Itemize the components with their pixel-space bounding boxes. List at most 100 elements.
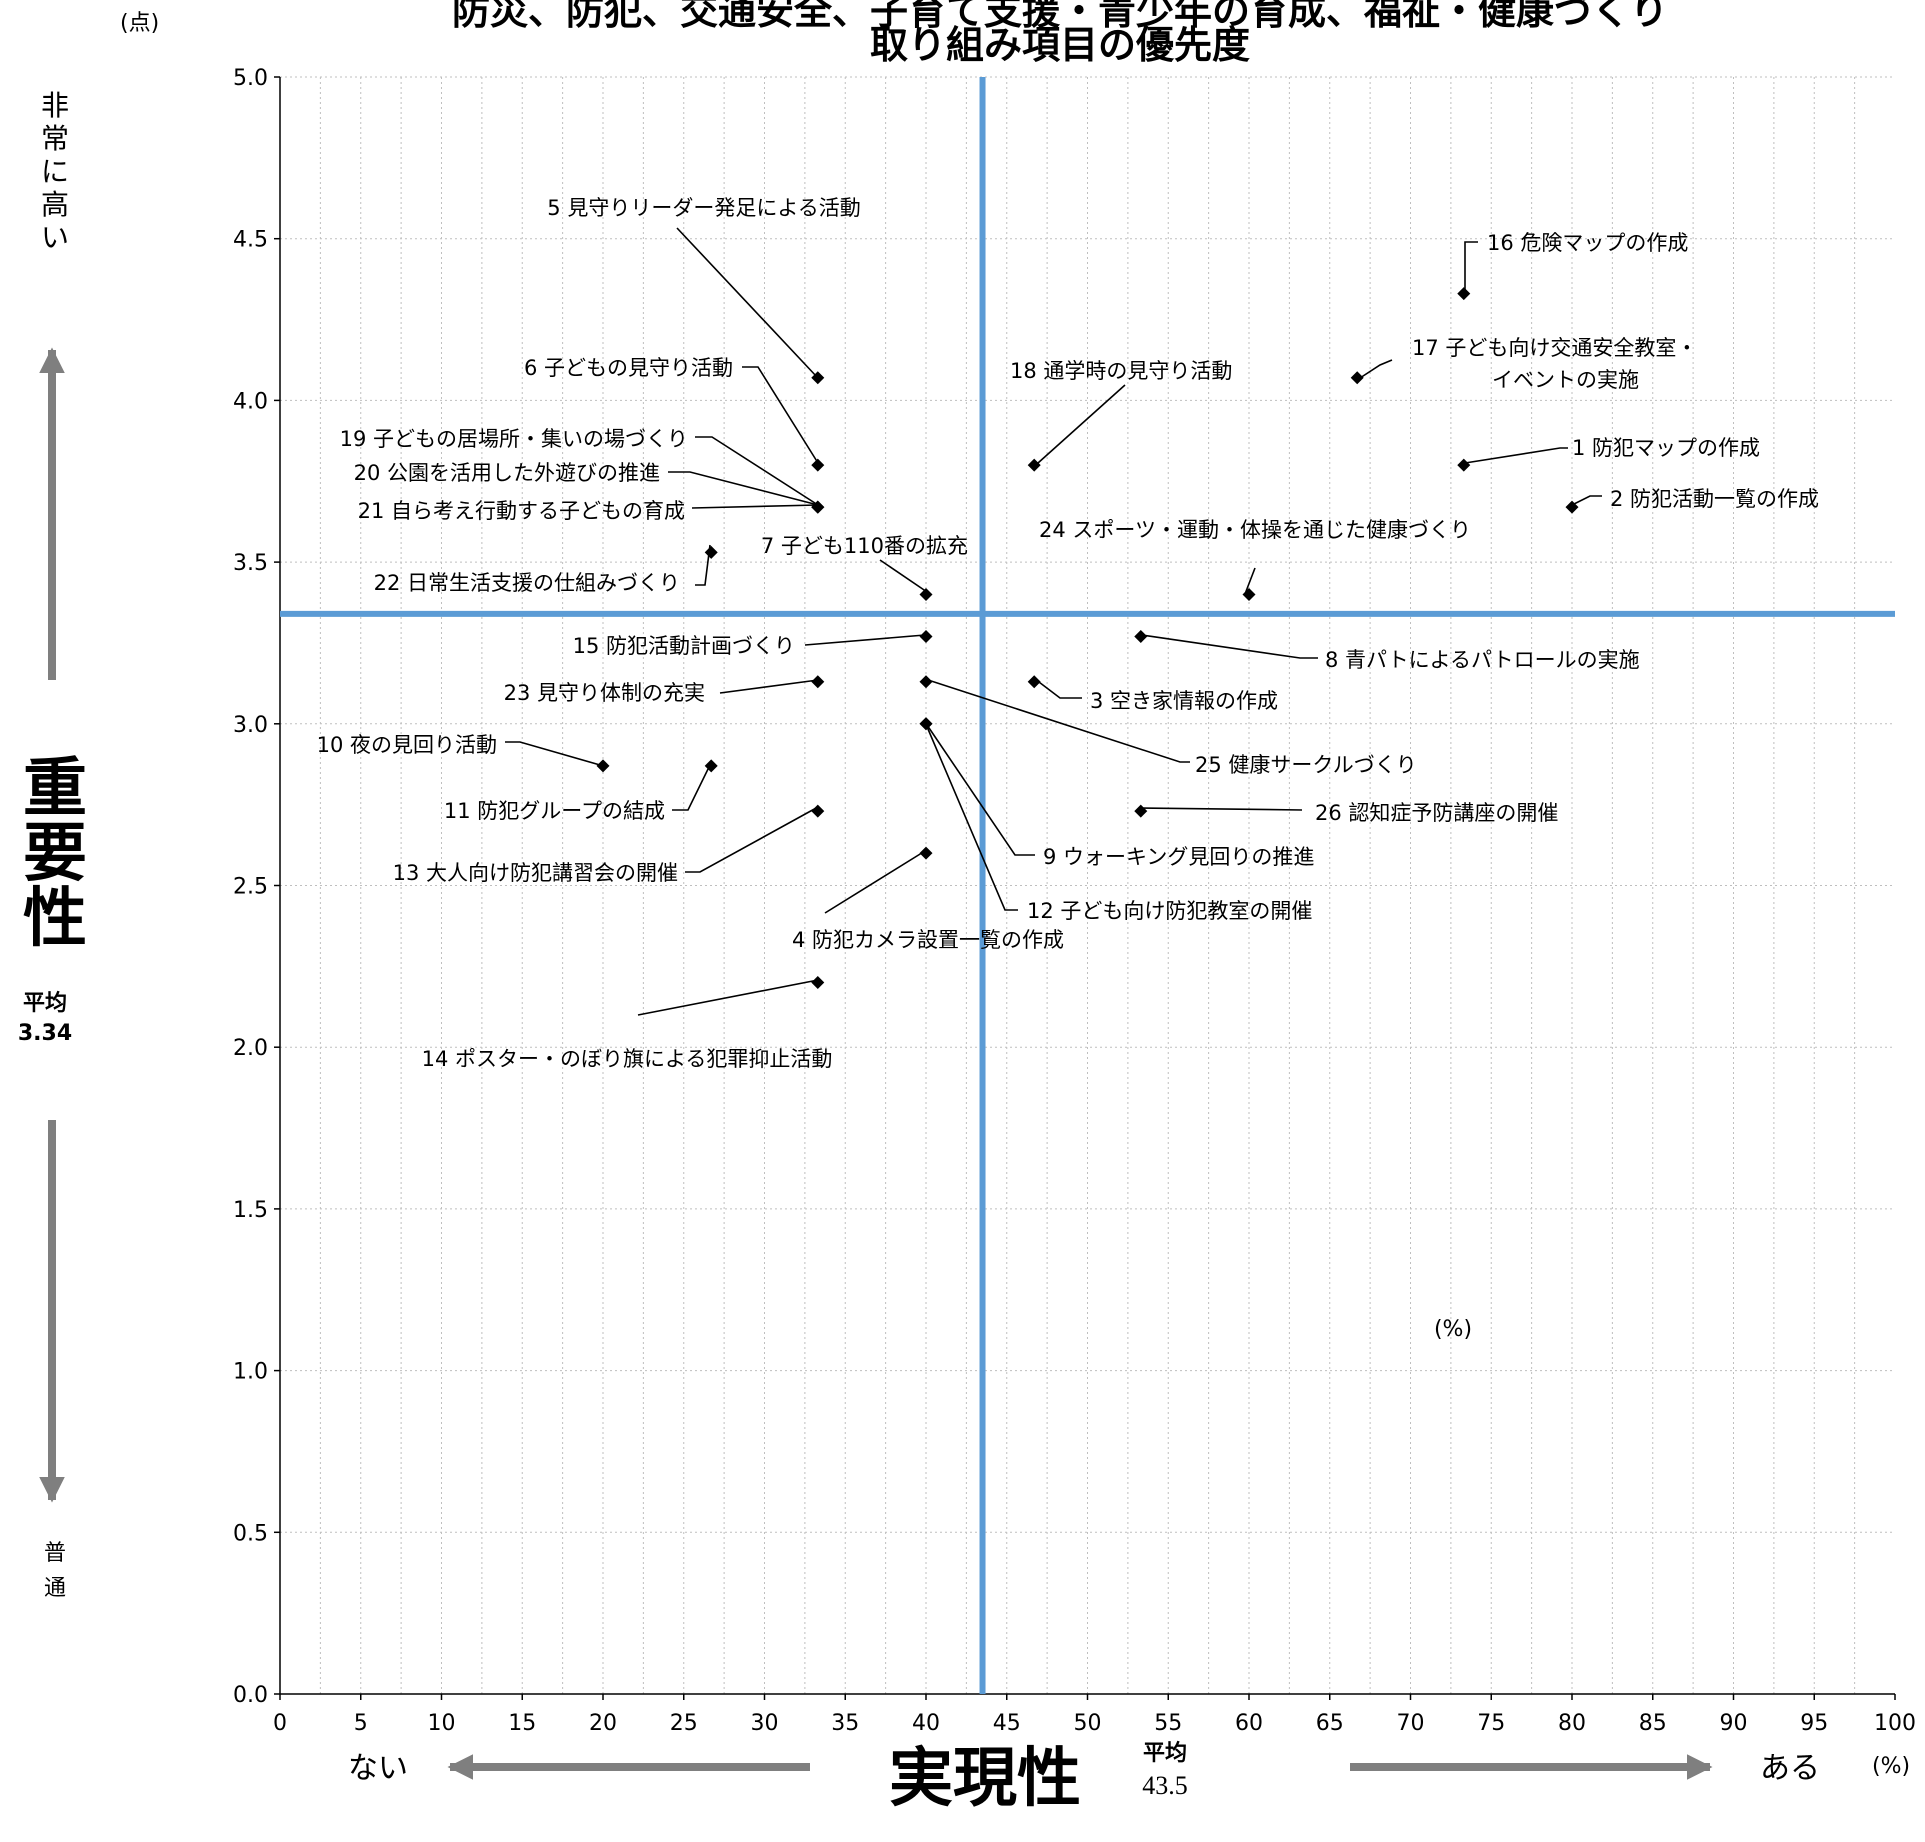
y-unit-label: (点): [120, 11, 159, 36]
data-point-marker: [811, 976, 825, 990]
x-tick-label: 45: [993, 1711, 1021, 1736]
x-tick-label: 95: [1800, 1711, 1828, 1736]
x-tick-label: 15: [508, 1711, 536, 1736]
data-point-marker: [811, 500, 825, 514]
data-point-marker: [1565, 500, 1579, 514]
y-high-char-1: 非: [41, 89, 69, 122]
leader-lines: [505, 227, 1602, 1016]
point-label: 4 防犯カメラ設置一覧の作成: [792, 928, 1064, 952]
point-label: 1 防犯マップの作成: [1572, 436, 1760, 460]
leader-line: [1359, 359, 1393, 379]
y-tick-label: 2.5: [233, 875, 268, 900]
chart-title-line-1: 防災、防犯、交通安全、子育て支援・青少年の育成、福祉・健康づくり: [452, 0, 1668, 33]
y-tick-label: 3.0: [233, 713, 268, 738]
data-point-marker: [811, 675, 825, 689]
y-high-char-5: い: [41, 221, 69, 254]
point-label: 6 子どもの見守り活動: [524, 356, 733, 380]
leader-line: [685, 806, 819, 873]
data-point-marker: [704, 759, 718, 773]
data-point-marker: [919, 846, 933, 860]
x-tick-label: 35: [831, 1711, 859, 1736]
y-title-char-2: 要: [23, 817, 87, 891]
y-average-label: 平均: [23, 990, 67, 1016]
point-labels: 1 防犯マップの作成 2 防犯活動一覧の作成 3 空き家情報の作成 4 防犯カメラ設置…: [317, 196, 1819, 1071]
point-label: 5 見守りリーダー発足による活動: [547, 196, 860, 220]
data-point-marker: [919, 717, 933, 731]
y-low-char-1: 普: [44, 1541, 66, 1566]
y-tick-label: 4.5: [233, 228, 268, 253]
point-label: 14 ポスター・のぼり旗による犯罪抑止活動: [422, 1047, 833, 1071]
x-tick-label: 70: [1397, 1711, 1425, 1736]
x-tick-label: 50: [1074, 1711, 1102, 1736]
data-point-marker: [596, 759, 610, 773]
y-high-label: 非 常 に 高 い: [41, 89, 69, 254]
chart-title-line-2: 取り組み項目の優先度: [870, 23, 1250, 67]
y-tick-label: 1.0: [233, 1360, 268, 1385]
point-label: 9 ウォーキング見回りの推進: [1043, 845, 1314, 869]
data-points: [596, 287, 1579, 990]
data-point-marker: [811, 371, 825, 385]
y-title-char-1: 重: [23, 752, 87, 826]
point-label: 13 大人向け防犯講習会の開催: [393, 861, 678, 885]
leader-line: [1571, 495, 1602, 506]
data-point-marker: [919, 587, 933, 601]
leader-line: [695, 436, 819, 506]
x-average-value: 43.5: [1142, 1771, 1188, 1800]
point-label: 3 空き家情報の作成: [1090, 689, 1278, 713]
point-label: 18 通学時の見守り活動: [1010, 359, 1232, 383]
x-tick-label: 80: [1558, 1711, 1586, 1736]
x-high-label: ある: [1760, 1751, 1820, 1786]
y-tick-label: 5.0: [233, 66, 268, 91]
data-point-marker: [811, 458, 825, 472]
leader-line: [924, 721, 1035, 856]
data-point-marker: [1134, 629, 1148, 643]
x-tick-label: 60: [1235, 1711, 1263, 1736]
leader-line: [505, 741, 601, 766]
y-low-char-2: 通: [44, 1576, 66, 1601]
y-tick-label: 3.5: [233, 551, 268, 576]
leader-line: [1141, 634, 1318, 659]
y-average-value: 3.34: [18, 1021, 72, 1046]
data-point-marker: [704, 545, 718, 559]
x-tick-label: 40: [912, 1711, 940, 1736]
point-label: 15 防犯活動計画づくり: [573, 634, 795, 658]
data-point-marker: [1457, 458, 1471, 472]
point-label: 21 自ら考え行動する子どもの育成: [358, 499, 685, 523]
x-average-label: 平均: [1143, 1740, 1187, 1766]
leader-line: [637, 979, 819, 1016]
data-point-marker: [1027, 675, 1041, 689]
y-tick-label: 0.0: [233, 1683, 268, 1708]
data-point-marker: [1242, 587, 1256, 601]
point-label: 12 子ども向け防犯教室の開催: [1027, 899, 1312, 923]
leader-line: [924, 721, 1018, 911]
x-tick-labels: 0 5 10 15 20 25 30 35 40 45 50 55 60 65 70 75 80 85 90 95 10…: [273, 1694, 1916, 1736]
point-label: 26 認知症予防講座の開催: [1315, 801, 1558, 825]
data-point-marker: [1350, 371, 1364, 385]
leader-line: [1464, 241, 1478, 290]
y-high-char-2: 常: [41, 122, 69, 155]
x-tick-label: 10: [428, 1711, 456, 1736]
x-tick-label: 65: [1316, 1711, 1344, 1736]
leader-line: [1244, 567, 1256, 595]
point-label: 19 子どもの居場所・集いの場づくり: [340, 427, 688, 451]
point-label: 7 子ども110番の拡充: [761, 534, 968, 558]
point-label: 22 日常生活支援の仕組みづくり: [374, 571, 680, 595]
y-low-label: 普 通: [44, 1541, 66, 1601]
leader-line: [742, 366, 819, 464]
data-point-marker: [811, 804, 825, 818]
x-axis-title: 実現性: [889, 1742, 1081, 1816]
x-unit-label: (%): [1872, 1754, 1910, 1779]
point-label: 2 防犯活動一覧の作成: [1610, 487, 1819, 511]
x-tick-label: 5: [354, 1711, 368, 1736]
point-label: 16 危険マップの作成: [1487, 231, 1688, 255]
y-high-char-3: に: [41, 155, 69, 188]
leader-line: [676, 227, 818, 378]
point-label: 25 健康サークルづくり: [1195, 753, 1417, 777]
y-axis-title: 重 要 性: [23, 752, 87, 956]
leader-line: [1141, 807, 1303, 811]
point-label: 11 防犯グループの結成: [444, 799, 665, 823]
x-tick-label: 30: [751, 1711, 779, 1736]
leader-line: [1464, 447, 1568, 464]
y-title-char-3: 性: [23, 882, 87, 956]
plot-area: [280, 77, 1895, 1694]
